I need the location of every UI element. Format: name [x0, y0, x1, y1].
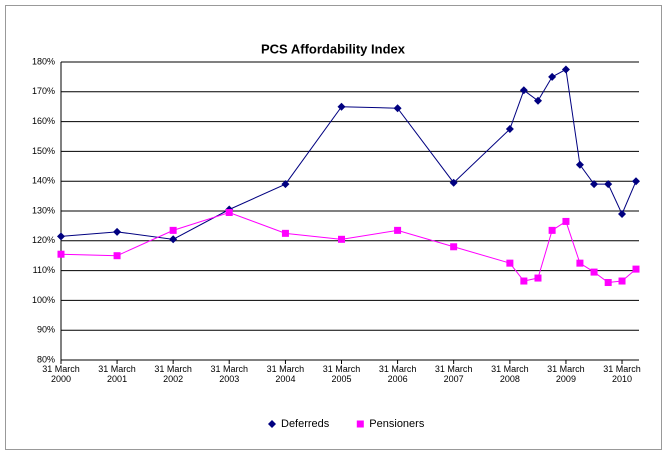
y-tick-label: 100% [32, 295, 55, 305]
x-tick-label: 31 March 2007 [434, 364, 473, 384]
marker [576, 259, 584, 267]
marker [519, 86, 528, 95]
y-tick-label: 140% [32, 176, 55, 186]
marker [169, 235, 178, 244]
marker [57, 232, 65, 241]
x-tick-label: 31 March 2008 [491, 364, 529, 384]
x-tick-label: 31 March 2000 [42, 364, 80, 384]
marker [169, 226, 177, 234]
marker [394, 226, 402, 234]
marker [506, 259, 514, 267]
marker [393, 104, 402, 113]
marker [113, 227, 122, 236]
marker [57, 250, 65, 258]
marker [618, 277, 626, 285]
marker [505, 125, 514, 134]
marker [618, 209, 627, 218]
marker [281, 180, 290, 189]
x-tick-label: 31 March 2002 [154, 364, 192, 384]
x-tick-label: 31 March 2009 [547, 364, 585, 384]
x-tick-label: 31 March 2010 [603, 364, 641, 384]
marker [281, 229, 289, 237]
marker [225, 208, 233, 216]
marker [632, 177, 640, 186]
y-tick-label: 170% [32, 86, 55, 96]
marker [604, 279, 612, 287]
x-tick-label: 31 March 2004 [266, 364, 305, 384]
legend-label: Pensioners [369, 418, 425, 430]
y-tick-label: 180% [32, 56, 55, 66]
y-tick-label: 110% [33, 265, 55, 275]
legend-marker [356, 420, 364, 428]
x-tick-label: 31 March 2001 [98, 364, 136, 384]
y-tick-label: 150% [32, 146, 55, 156]
marker [561, 65, 570, 74]
legend-marker [268, 420, 276, 428]
marker [590, 268, 598, 276]
marker [534, 274, 542, 282]
marker [590, 180, 599, 189]
y-tick-label: 130% [32, 205, 55, 215]
marker [337, 102, 346, 111]
marker [449, 178, 458, 187]
marker [604, 180, 613, 189]
marker [575, 160, 584, 169]
x-tick-label: 31 March 2006 [378, 364, 417, 384]
marker [338, 235, 346, 243]
chart-title: PCS Affordability Index [261, 41, 406, 56]
y-tick-label: 80% [37, 354, 55, 364]
legend-label: Deferreds [281, 418, 330, 430]
x-tick-label: 31 March 2003 [210, 364, 248, 384]
y-tick-label: 160% [32, 116, 55, 126]
x-tick-label: 31 March 2005 [322, 364, 361, 384]
marker [548, 226, 556, 234]
marker [632, 265, 640, 273]
marker [562, 217, 570, 225]
y-tick-label: 120% [32, 235, 55, 245]
y-tick-label: 90% [37, 325, 55, 335]
marker [548, 72, 557, 81]
marker [113, 252, 121, 260]
marker [450, 243, 458, 251]
marker [533, 96, 542, 105]
marker [520, 277, 528, 285]
